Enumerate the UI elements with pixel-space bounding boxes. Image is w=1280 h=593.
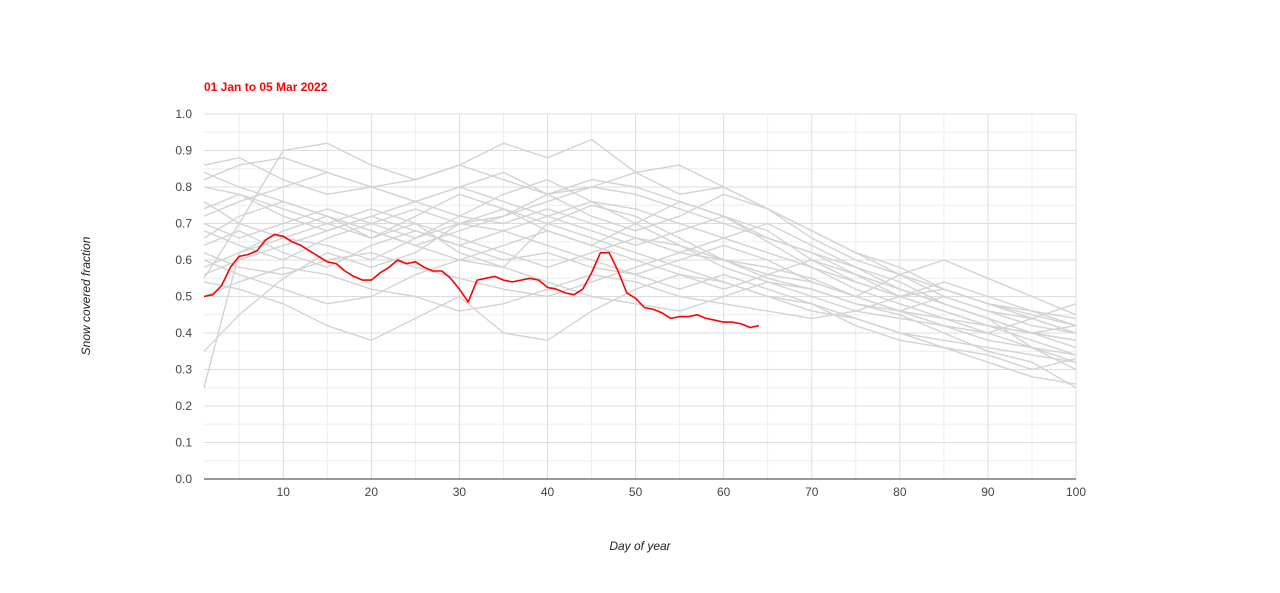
historical-series-line <box>203 179 1077 356</box>
x-tick-label: 50 <box>629 485 643 499</box>
historical-series-line <box>203 266 1077 327</box>
current-line-group <box>203 233 760 329</box>
x-tick-label: 30 <box>453 485 467 499</box>
y-tick-label: 0.0 <box>175 472 192 486</box>
current-series-line <box>203 233 760 329</box>
historical-series-line <box>203 259 1077 334</box>
x-axis-title: Day of year <box>609 539 671 553</box>
chart-axes: 0.0 0.1 0.2 0.3 0.4 0.5 0.6 0.7 0.8 0.9 1.0 10 20 30 4… <box>175 107 1086 499</box>
x-tick-label: 60 <box>717 485 731 499</box>
x-tick-label: 100 <box>1066 485 1086 499</box>
y-tick-label: 1.0 <box>175 107 192 121</box>
historical-series-line <box>203 200 1077 356</box>
y-tick-label: 0.3 <box>175 363 192 377</box>
x-tick-label: 20 <box>365 485 379 499</box>
chart-grid <box>204 113 1077 479</box>
x-tick-label: 80 <box>893 485 907 499</box>
y-tick-label: 0.9 <box>175 144 192 158</box>
historical-series-line <box>203 273 1077 371</box>
y-tick-label: 0.1 <box>175 436 192 450</box>
y-axis-title: Snow covered fraction <box>79 236 93 355</box>
y-tick-label: 0.4 <box>175 326 192 340</box>
y-tick-label: 0.7 <box>175 217 192 231</box>
y-tick-label: 0.5 <box>175 290 192 304</box>
x-tick-label: 90 <box>981 485 995 499</box>
historical-lines <box>203 138 1077 389</box>
y-tick-label: 0.2 <box>175 399 192 413</box>
historical-series-line <box>203 138 1077 327</box>
x-tick-label: 70 <box>805 485 819 499</box>
historical-series-line <box>203 222 1077 371</box>
historical-series-line <box>203 215 1077 385</box>
historical-series-line <box>203 204 1077 389</box>
historical-series-line <box>203 179 1077 363</box>
y-tick-label: 0.6 <box>175 253 192 267</box>
y-tick-label: 0.8 <box>175 180 192 194</box>
historical-series-line <box>203 157 1077 341</box>
x-tick-label: 10 <box>277 485 291 499</box>
historical-series-line <box>203 201 1077 320</box>
historical-series-line <box>203 208 1077 363</box>
historical-series-line <box>203 157 1077 320</box>
x-tick-label: 40 <box>541 485 555 499</box>
legend-label: 01 Jan to 05 Mar 2022 <box>204 80 328 94</box>
